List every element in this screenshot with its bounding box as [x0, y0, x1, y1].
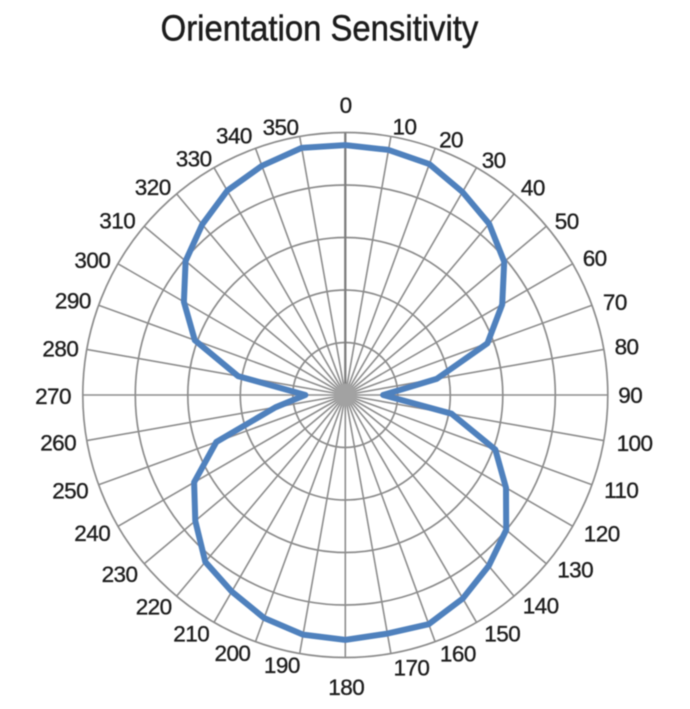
- svg-text:20: 20: [439, 127, 463, 152]
- svg-text:70: 70: [603, 290, 627, 315]
- svg-text:330: 330: [176, 147, 212, 172]
- svg-text:250: 250: [52, 478, 88, 503]
- svg-text:270: 270: [35, 384, 71, 409]
- svg-text:140: 140: [523, 594, 559, 619]
- svg-text:40: 40: [521, 175, 545, 200]
- svg-text:120: 120: [584, 522, 620, 547]
- svg-text:80: 80: [615, 335, 639, 360]
- svg-text:90: 90: [618, 383, 642, 408]
- svg-text:300: 300: [74, 248, 110, 273]
- svg-text:180: 180: [328, 675, 364, 700]
- svg-text:320: 320: [135, 175, 171, 200]
- svg-text:10: 10: [393, 114, 417, 139]
- svg-text:50: 50: [555, 209, 579, 234]
- svg-text:130: 130: [557, 558, 593, 583]
- svg-text:240: 240: [74, 521, 110, 546]
- svg-text:290: 290: [55, 289, 91, 314]
- svg-text:350: 350: [263, 115, 299, 140]
- svg-text:150: 150: [484, 622, 520, 647]
- svg-text:0: 0: [340, 93, 352, 118]
- svg-text:280: 280: [42, 337, 78, 362]
- svg-text:260: 260: [40, 431, 76, 456]
- svg-text:160: 160: [440, 641, 476, 666]
- svg-text:340: 340: [216, 124, 252, 149]
- svg-text:200: 200: [215, 641, 251, 666]
- svg-text:110: 110: [604, 478, 638, 503]
- svg-text:100: 100: [617, 431, 653, 456]
- svg-text:220: 220: [136, 594, 172, 619]
- svg-text:190: 190: [264, 653, 300, 678]
- svg-text:230: 230: [102, 562, 138, 587]
- svg-text:170: 170: [394, 656, 430, 681]
- svg-text:30: 30: [482, 148, 506, 173]
- svg-text:Orientation Sensitivity: Orientation Sensitivity: [161, 9, 479, 49]
- svg-text:210: 210: [173, 622, 209, 647]
- svg-text:310: 310: [99, 209, 135, 234]
- svg-text:60: 60: [583, 246, 607, 271]
